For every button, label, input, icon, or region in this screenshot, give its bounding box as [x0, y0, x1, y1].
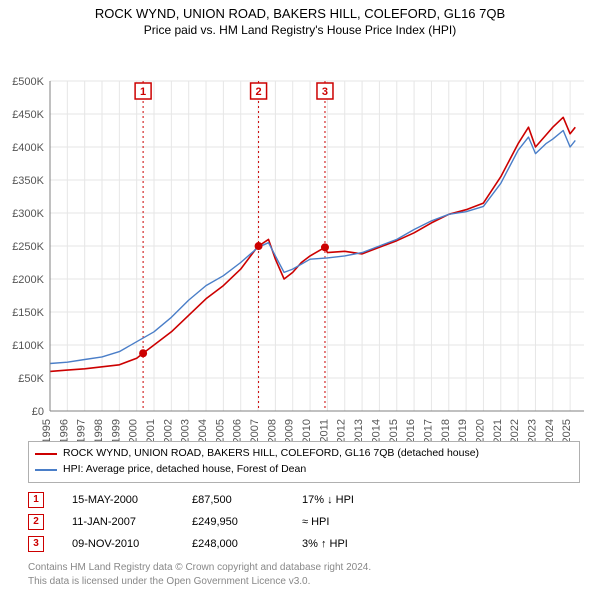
svg-text:2000: 2000 — [128, 419, 140, 441]
event-date: 11-JAN-2007 — [72, 516, 192, 528]
svg-text:£50K: £50K — [18, 373, 44, 385]
title-area: ROCK WYND, UNION ROAD, BAKERS HILL, COLE… — [0, 0, 600, 37]
legend-label: HPI: Average price, detached house, Fore… — [63, 462, 306, 478]
svg-text:2014: 2014 — [370, 419, 382, 441]
svg-text:2022: 2022 — [509, 419, 521, 441]
svg-text:2023: 2023 — [526, 419, 538, 441]
svg-text:£450K: £450K — [12, 109, 44, 121]
svg-text:2018: 2018 — [440, 419, 452, 441]
svg-text:2012: 2012 — [336, 419, 348, 441]
event-date: 15-MAY-2000 — [72, 494, 192, 506]
legend-swatch — [35, 469, 57, 471]
svg-text:2011: 2011 — [318, 419, 330, 441]
svg-text:2024: 2024 — [544, 419, 556, 441]
svg-text:2001: 2001 — [145, 419, 157, 441]
svg-text:£100K: £100K — [12, 340, 44, 352]
svg-text:£400K: £400K — [12, 142, 44, 154]
svg-text:2003: 2003 — [180, 419, 192, 441]
event-row: 3 09-NOV-2010 £248,000 3% ↑ HPI — [28, 533, 580, 555]
event-price: £249,950 — [192, 516, 302, 528]
svg-text:£300K: £300K — [12, 208, 44, 220]
svg-text:2002: 2002 — [162, 419, 174, 441]
svg-text:1995: 1995 — [41, 419, 53, 441]
svg-text:2010: 2010 — [301, 419, 313, 441]
event-date: 09-NOV-2010 — [72, 538, 192, 550]
svg-text:1998: 1998 — [93, 419, 105, 441]
event-table: 1 15-MAY-2000 £87,500 17% ↓ HPI 2 11-JAN… — [28, 489, 580, 555]
event-badge: 2 — [28, 514, 44, 530]
event-badge: 1 — [28, 492, 44, 508]
svg-text:2015: 2015 — [388, 419, 400, 441]
footnote-line: This data is licensed under the Open Gov… — [28, 575, 580, 589]
event-row: 2 11-JAN-2007 £249,950 ≈ HPI — [28, 511, 580, 533]
svg-text:2019: 2019 — [457, 419, 469, 441]
svg-text:2021: 2021 — [492, 419, 504, 441]
event-price: £248,000 — [192, 538, 302, 550]
svg-text:2: 2 — [256, 86, 262, 98]
svg-text:2008: 2008 — [266, 419, 278, 441]
svg-text:1: 1 — [140, 86, 146, 98]
svg-text:2005: 2005 — [214, 419, 226, 441]
footnote: Contains HM Land Registry data © Crown c… — [28, 561, 580, 589]
svg-text:£0: £0 — [32, 406, 44, 418]
svg-text:£200K: £200K — [12, 274, 44, 286]
svg-text:1997: 1997 — [76, 419, 88, 441]
svg-text:2013: 2013 — [353, 419, 365, 441]
svg-text:2009: 2009 — [284, 419, 296, 441]
legend-label: ROCK WYND, UNION ROAD, BAKERS HILL, COLE… — [63, 446, 479, 462]
legend-swatch — [35, 453, 57, 455]
svg-text:1999: 1999 — [110, 419, 122, 441]
title-line-2: Price paid vs. HM Land Registry's House … — [0, 23, 600, 37]
legend: ROCK WYND, UNION ROAD, BAKERS HILL, COLE… — [28, 441, 580, 483]
event-row: 1 15-MAY-2000 £87,500 17% ↓ HPI — [28, 489, 580, 511]
svg-text:2025: 2025 — [561, 419, 573, 441]
svg-text:£250K: £250K — [12, 241, 44, 253]
svg-text:2017: 2017 — [422, 419, 434, 441]
svg-text:3: 3 — [322, 86, 328, 98]
svg-text:2020: 2020 — [474, 419, 486, 441]
title-line-1: ROCK WYND, UNION ROAD, BAKERS HILL, COLE… — [0, 6, 600, 21]
svg-text:2007: 2007 — [249, 419, 261, 441]
line-chart: £0 £50K £100K £150K £200K £250K £300K £350K £400… — [0, 37, 600, 441]
legend-item-subject: ROCK WYND, UNION ROAD, BAKERS HILL, COLE… — [35, 446, 573, 462]
footnote-line: Contains HM Land Registry data © Crown c… — [28, 561, 580, 575]
svg-text:2004: 2004 — [197, 419, 209, 441]
svg-text:2006: 2006 — [232, 419, 244, 441]
svg-text:2016: 2016 — [405, 419, 417, 441]
chart-container: ROCK WYND, UNION ROAD, BAKERS HILL, COLE… — [0, 0, 600, 589]
event-badge: 3 — [28, 536, 44, 552]
svg-text:£350K: £350K — [12, 175, 44, 187]
svg-text:£150K: £150K — [12, 307, 44, 319]
svg-text:£500K: £500K — [12, 76, 44, 88]
event-diff: 3% ↑ HPI — [302, 538, 348, 550]
event-diff: 17% ↓ HPI — [302, 494, 354, 506]
legend-item-hpi: HPI: Average price, detached house, Fore… — [35, 462, 573, 478]
event-price: £87,500 — [192, 494, 302, 506]
event-diff: ≈ HPI — [302, 516, 329, 528]
svg-text:1996: 1996 — [58, 419, 70, 441]
